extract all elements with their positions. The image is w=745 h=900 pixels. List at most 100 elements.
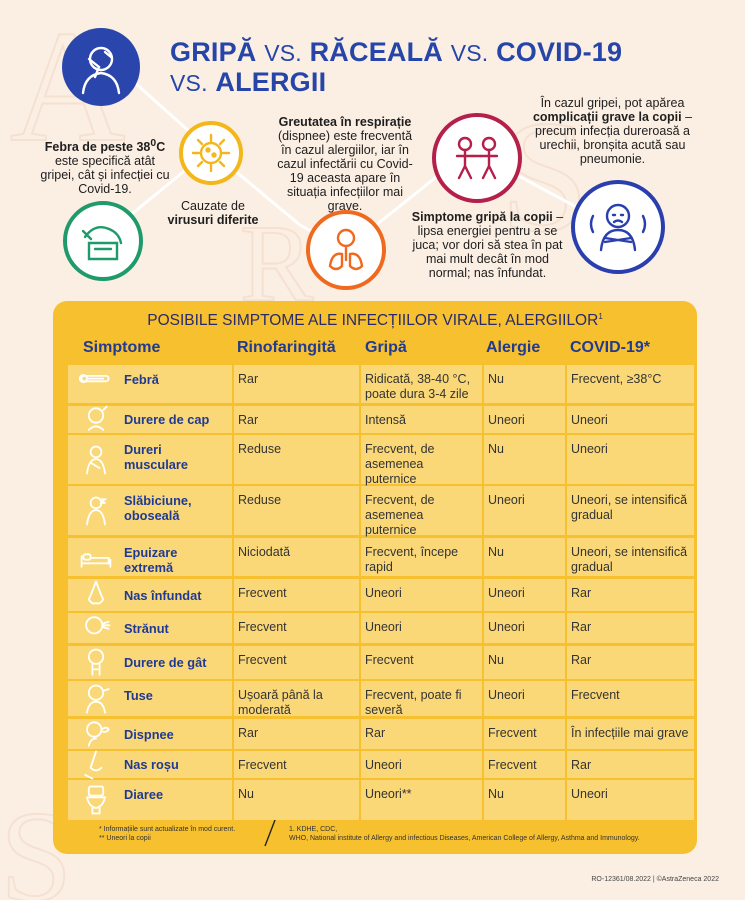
cell-symptom: Febră [68, 365, 232, 403]
cell-value: Reduse [238, 493, 282, 507]
sick-child-icon [571, 180, 665, 274]
cell-allergy: Frecvent [484, 751, 565, 778]
cell-flu: Uneori [361, 579, 482, 611]
cell-value: Uneori, se intensifică gradual [571, 493, 688, 522]
cell-rhinopharyngitis: Frecvent [234, 751, 359, 778]
cell-allergy: Nu [484, 646, 565, 679]
cell-value: Uneori [488, 620, 525, 634]
symptom-label: Febră [124, 372, 159, 387]
cell-value: Uneori [365, 758, 402, 772]
cell-value: Ușoară până la moderată [238, 688, 323, 717]
cell-value: Frecvent [365, 653, 414, 667]
cell-rhinopharyngitis: Rar [234, 365, 359, 403]
cell-symptom: Nas înfundat [68, 579, 232, 611]
breathing-icon [86, 721, 110, 747]
lungs-icon [306, 210, 386, 290]
symptom-label: Tuse [124, 688, 153, 703]
header-allergy: Alergie [486, 339, 541, 356]
symptom-label: Dureri musculare [124, 442, 189, 472]
cell-rhinopharyngitis: Rar [234, 406, 359, 433]
cell-value: Frecvent, de asemenea puternice [365, 442, 435, 486]
cell-value: Frecvent [488, 758, 537, 772]
cell-value: Uneori [488, 413, 525, 427]
cell-value: Frecvent [571, 688, 620, 702]
cell-symptom: Epuizare extremă [68, 538, 232, 576]
table-row: Tuse Ușoară până la moderată Frecvent, poa… [68, 681, 694, 717]
table-row: Dispnee Rar Rar Frecvent În infecțiile mai g… [68, 719, 694, 749]
cell-value: Uneori [571, 413, 608, 427]
cell-covid: Frecvent, ≥38°C [567, 365, 694, 403]
toilet-icon [86, 785, 107, 815]
cell-covid: Uneori [567, 406, 694, 433]
cell-value: Uneori [488, 688, 525, 702]
person-headache-icon [62, 28, 140, 106]
footnote-asterisks: * Informațiile sunt actualizate în mod c… [99, 826, 236, 842]
cell-flu: Frecvent [361, 646, 482, 679]
cell-value: Rar [238, 372, 259, 386]
symptom-label: Strănut [124, 621, 169, 636]
cell-value: Frecvent, ≥38°C [571, 372, 662, 386]
cell-rhinopharyngitis: Frecvent [234, 579, 359, 611]
table-row: Epuizare extremă Niciodată Frecvent, încep… [68, 538, 694, 576]
table-row: Febră Rar Ridicată, 38-40 °C, poate dura 3… [68, 365, 694, 403]
cell-flu: Ridicată, 38-40 °C, poate dura 3-4 zile [361, 365, 482, 403]
cell-allergy: Uneori [484, 681, 565, 716]
sneeze-icon [85, 616, 111, 635]
cell-covid: Uneori [567, 780, 694, 820]
cell-value: Frecvent, începe rapid [365, 545, 459, 574]
cell-value: Nu [488, 653, 504, 667]
cell-allergy: Uneori [484, 486, 565, 535]
cell-allergy: Nu [484, 365, 565, 403]
cell-flu: Frecvent, începe rapid [361, 538, 482, 576]
footnote-references: 1. KDHE, CDC, WHO, National institute of… [289, 826, 640, 842]
cell-value: Uneori, se intensifică gradual [571, 545, 688, 574]
cell-value: Nu [488, 372, 504, 386]
cell-flu: Uneori [361, 613, 482, 643]
cell-rhinopharyngitis: Niciodată [234, 538, 359, 576]
symptom-label: Slăbiciune, oboseală [124, 493, 192, 523]
cell-value: În infecțiile mai grave [571, 726, 689, 740]
cell-value: Rar [571, 586, 592, 600]
nose-icon [87, 580, 105, 605]
cell-covid: Uneori, se intensifică gradual [567, 538, 694, 576]
cell-allergy: Nu [484, 538, 565, 576]
cell-value: Uneori [365, 620, 402, 634]
cell-allergy: Frecvent [484, 719, 565, 749]
copyright: RO-12361/08.2022 | ©AstraZeneca 2022 [591, 876, 719, 883]
cell-symptom: Slăbiciune, oboseală [68, 486, 232, 535]
cell-value: Frecvent [238, 586, 287, 600]
cell-allergy: Nu [484, 435, 565, 484]
cell-symptom: Dispnee [68, 719, 232, 749]
symptom-label: Epuizare extremă [124, 545, 178, 575]
cell-value: Uneori [488, 586, 525, 600]
table-row: Strănut Frecvent Uneori Uneori Rar [68, 613, 694, 643]
cell-symptom: Nas roșu [68, 750, 232, 779]
virus-note: Cauzate de virusuri diferite [167, 199, 259, 227]
cell-value: Reduse [238, 442, 282, 456]
cell-value: Rar [365, 726, 386, 740]
table-row: Durere de cap Rar Intensă Uneori Uneori [68, 405, 694, 433]
cell-symptom: Durere de cap [68, 405, 232, 433]
cell-symptom: Dureri musculare [68, 435, 232, 484]
cell-value: Rar [571, 653, 592, 667]
headache-icon [87, 405, 108, 431]
cell-rhinopharyngitis: Rar [234, 719, 359, 749]
cell-rhinopharyngitis: Frecvent [234, 613, 359, 643]
cell-flu: Intensă [361, 406, 482, 433]
cell-covid: Frecvent [567, 681, 694, 716]
cell-allergy: Nu [484, 780, 565, 820]
fever-child-icon [63, 201, 143, 281]
fatigue-icon [86, 496, 108, 525]
sore-throat-icon [87, 648, 105, 676]
cell-value: Nu [488, 787, 504, 801]
fever-note: Febra de peste 380C este specifică atât … [40, 138, 170, 197]
cell-covid: Rar [567, 579, 694, 611]
cell-value: Frecvent [238, 620, 287, 634]
cell-value: Frecvent, poate fi severă [365, 688, 462, 717]
table-row: Diaree Nu Uneori** Nu Uneori [68, 780, 694, 820]
page-title: GRIPĂ VS. RĂCEALĂ VS. COVID-19 VS. ALERG… [170, 37, 623, 97]
cell-value: Rar [571, 758, 592, 772]
cell-rhinopharyngitis: Reduse [234, 435, 359, 484]
footnote-divider [264, 819, 276, 847]
cell-value: Nu [238, 787, 254, 801]
